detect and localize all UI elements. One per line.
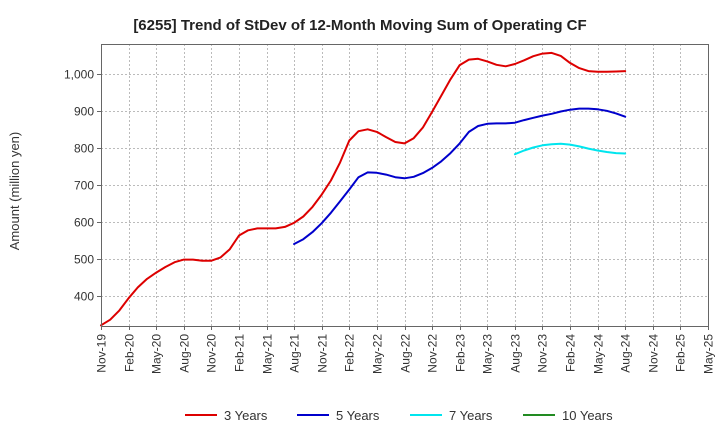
y-tick-label: 600 xyxy=(74,216,94,230)
x-tick-label: Nov-23 xyxy=(536,334,550,373)
chart-title: [6255] Trend of StDev of 12-Month Moving… xyxy=(133,17,586,34)
series-line-7-years xyxy=(513,142,627,156)
series-line-5-years xyxy=(293,107,627,245)
y-tick-label: 500 xyxy=(74,253,94,267)
x-tick-label: May-21 xyxy=(261,334,275,374)
x-tick-label: Nov-19 xyxy=(95,334,109,373)
legend-label: 5 Years xyxy=(336,408,380,423)
y-axis-ticks: 400 500 600 700 800 900 1,000 xyxy=(64,68,101,304)
x-tick-label: Nov-22 xyxy=(426,334,440,373)
legend: 3 Years 5 Years 7 Years 10 Years xyxy=(185,408,613,423)
x-axis-ticks: Nov-19 Feb-20 May-20 Aug-20 Nov-20 Feb-21 May-… xyxy=(95,326,716,374)
x-tick-label: May-20 xyxy=(150,334,164,374)
x-tick-label: May-24 xyxy=(592,334,606,374)
x-tick-label: Nov-21 xyxy=(316,334,330,373)
x-tick-label: Aug-22 xyxy=(399,334,413,373)
x-tick-label: May-25 xyxy=(702,334,716,374)
x-tick-label: Feb-23 xyxy=(454,334,468,372)
legend-label: 3 Years xyxy=(224,408,268,423)
y-tick-label: 1,000 xyxy=(64,68,94,82)
x-tick-label: Aug-21 xyxy=(288,334,302,373)
x-tick-label: Aug-20 xyxy=(178,334,192,373)
x-tick-label: Nov-20 xyxy=(205,334,219,373)
y-axis-label: Amount (million yen) xyxy=(7,132,22,251)
y-tick-label: 900 xyxy=(74,105,94,119)
x-tick-label: May-23 xyxy=(481,334,495,374)
x-tick-label: Aug-24 xyxy=(619,334,633,373)
y-tick-label: 800 xyxy=(74,142,94,156)
x-tick-label: Feb-21 xyxy=(233,334,247,372)
gridlines xyxy=(101,44,709,326)
x-tick-label: Aug-23 xyxy=(509,334,523,373)
x-tick-label: Feb-25 xyxy=(674,334,688,372)
legend-label: 7 Years xyxy=(449,408,493,423)
series-line-3-years xyxy=(100,51,627,327)
series-lines xyxy=(100,51,627,327)
x-tick-label: Feb-24 xyxy=(564,334,578,372)
y-tick-label: 400 xyxy=(74,290,94,304)
x-tick-label: Feb-22 xyxy=(343,334,357,372)
y-tick-label: 700 xyxy=(74,179,94,193)
x-tick-label: Nov-24 xyxy=(647,334,661,373)
legend-label: 10 Years xyxy=(562,408,613,423)
x-tick-label: Feb-20 xyxy=(123,334,137,372)
x-tick-label: May-22 xyxy=(371,334,385,374)
